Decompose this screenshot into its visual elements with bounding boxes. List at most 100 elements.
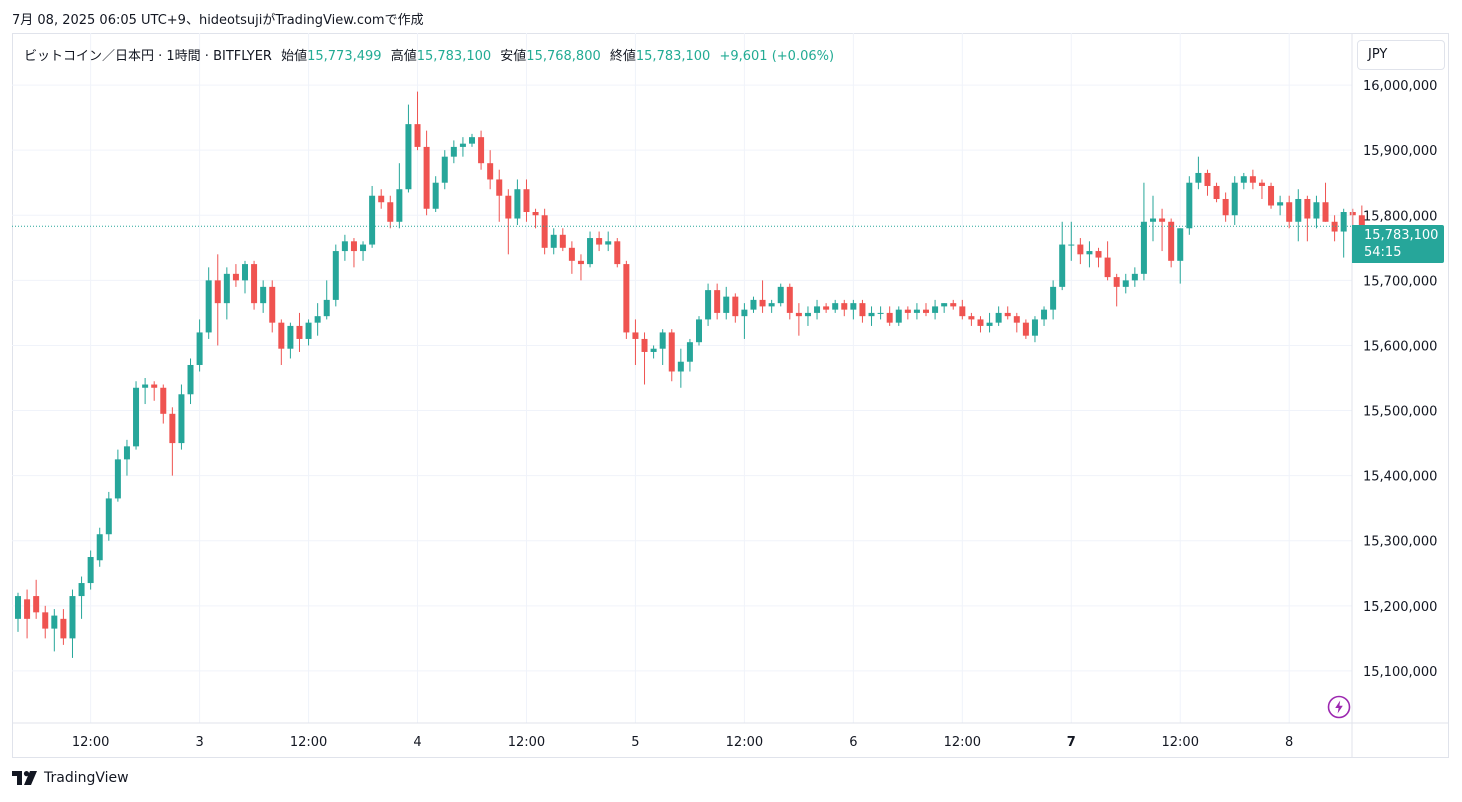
candle (932, 299, 939, 320)
candle (668, 329, 675, 382)
candle (369, 185, 376, 248)
candle (196, 319, 203, 372)
candle-body (932, 306, 939, 313)
candle (777, 283, 784, 307)
candle-body (296, 325, 303, 339)
candle (278, 319, 285, 365)
candle-body (24, 599, 31, 619)
candle (886, 306, 893, 326)
candle-body (151, 384, 158, 388)
candle-body (677, 361, 684, 372)
candle-body (659, 332, 666, 349)
candle (1195, 156, 1202, 190)
candle (1222, 192, 1229, 222)
candle-body (995, 312, 1002, 323)
candle (387, 195, 394, 229)
candle (1086, 241, 1093, 268)
candle-body (414, 124, 421, 147)
candle (686, 338, 693, 372)
candle (42, 605, 49, 639)
candle (514, 179, 521, 226)
candle-body (795, 312, 802, 317)
candle-body (1258, 182, 1265, 186)
candle-body (1059, 244, 1066, 287)
candle (187, 358, 194, 405)
candle (1041, 306, 1048, 326)
candle (114, 449, 121, 502)
candle-body (1322, 202, 1329, 222)
candle-body (1113, 277, 1120, 287)
time-tick-label: 5 (631, 735, 639, 750)
time-tick-label: 12:00 (726, 735, 763, 750)
candle (868, 306, 875, 326)
candle (15, 592, 21, 632)
candle-body (823, 306, 830, 310)
candle (487, 150, 494, 190)
candle-body (1022, 322, 1029, 336)
price-tick-label: 15,900,000 (1363, 144, 1437, 159)
candle-body (1231, 182, 1238, 216)
candle (723, 286, 730, 320)
candle-body (777, 286, 784, 304)
candle-body (133, 387, 140, 447)
candle-body (1004, 312, 1011, 317)
candle-body (895, 309, 902, 323)
candle-body (214, 280, 221, 304)
price-tick-label: 15,700,000 (1363, 274, 1437, 289)
last-price-value: 15,783,100 (1364, 228, 1439, 243)
candle-body (1095, 251, 1102, 258)
legend-open-label: 始値 (281, 49, 308, 64)
candle-body (396, 189, 403, 222)
tradingview-logo[interactable]: TradingView (12, 770, 129, 786)
candle-body (1240, 176, 1247, 183)
time-axis: 12:00 3 12:00 4 12:00 5 12:00 6 12:00 7 12:00 8 (72, 735, 1293, 750)
candle-body (496, 179, 503, 196)
candle (350, 238, 357, 268)
candle (1331, 215, 1338, 242)
candle (786, 283, 793, 320)
candle (904, 306, 911, 320)
candle-body (859, 303, 866, 317)
candle (1131, 267, 1138, 287)
candle (1013, 312, 1020, 333)
candle-body (1213, 185, 1220, 199)
time-tick-label: 12:00 (290, 735, 327, 750)
candle-body (1041, 309, 1048, 320)
candle (1249, 169, 1256, 190)
time-tick-label: 4 (413, 735, 421, 750)
candle (959, 299, 966, 320)
candle-body (441, 156, 448, 183)
candle (1113, 273, 1120, 307)
chart-caption: 7月 08, 2025 06:05 UTC+9、hideotsujiがTradi… (12, 13, 424, 28)
candle (1340, 208, 1347, 258)
candle-body (1340, 212, 1347, 232)
candle (396, 163, 403, 229)
candle-body (123, 446, 130, 460)
candle-body (178, 394, 185, 444)
candle (641, 332, 648, 385)
candle (1313, 195, 1320, 229)
candle (677, 348, 684, 388)
candle-body (314, 316, 321, 323)
candle (1122, 273, 1129, 294)
candle (160, 384, 167, 424)
chart-frame[interactable] (12, 33, 1449, 758)
currency-button[interactable]: JPY (1357, 40, 1445, 70)
candle (505, 189, 512, 255)
candle (659, 329, 666, 365)
candles (15, 91, 1374, 658)
lightning-bolt-icon[interactable] (1327, 695, 1351, 719)
candle-body (868, 312, 875, 317)
candle (251, 260, 258, 310)
candle-body (1195, 172, 1202, 183)
candle (832, 299, 839, 313)
candle-body (832, 303, 839, 310)
candle-body (60, 618, 67, 639)
candle-body (686, 342, 693, 362)
candle (1286, 195, 1293, 229)
candle (1177, 228, 1184, 284)
candle-body (1159, 218, 1166, 222)
legend-change: +9,601 (+0.06%) (719, 49, 835, 64)
candle (1231, 176, 1238, 226)
